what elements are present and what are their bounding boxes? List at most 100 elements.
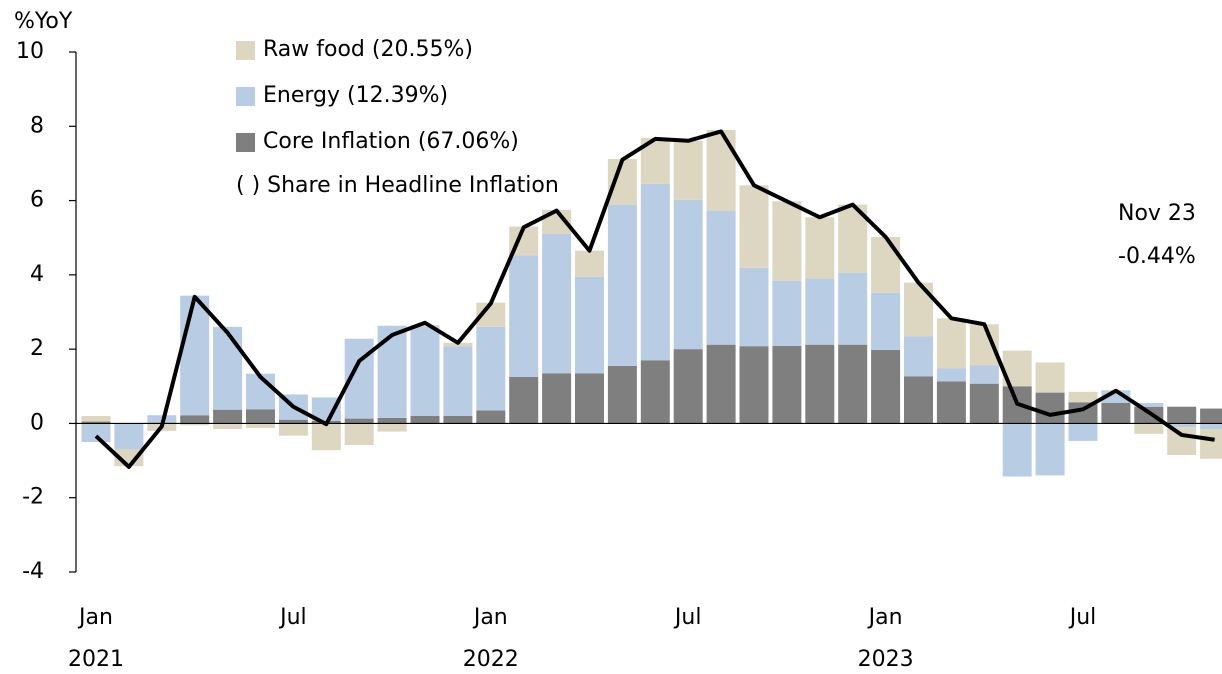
- y-tick-label: 10: [16, 39, 44, 64]
- bar: [969, 365, 999, 384]
- bar: [377, 417, 407, 424]
- y-tick-label: -2: [22, 485, 44, 510]
- y-tick-label: 0: [30, 410, 44, 435]
- legend-note: ( ) Share in Headline Inflation: [236, 173, 559, 198]
- bar: [81, 423, 111, 442]
- bar: [739, 267, 769, 347]
- bar: [246, 409, 275, 424]
- bar: [936, 318, 966, 369]
- x-tick-label: Jul: [673, 605, 702, 630]
- bar: [936, 368, 966, 382]
- x-tick-label: Jan: [472, 605, 508, 630]
- bar: [1035, 392, 1065, 424]
- bar: [640, 360, 670, 424]
- bar: [706, 210, 736, 345]
- bar: [542, 373, 572, 424]
- annotation: Nov 23: [1118, 201, 1196, 226]
- bar: [575, 250, 604, 277]
- bar: [278, 419, 308, 424]
- bar: [706, 344, 736, 424]
- bar: [1200, 429, 1222, 459]
- bar: [213, 409, 243, 424]
- bar: [278, 423, 308, 436]
- bar: [311, 423, 341, 451]
- bar: [542, 234, 572, 374]
- bar: [180, 415, 210, 424]
- legend-swatch: [236, 87, 255, 106]
- bar: [904, 336, 933, 377]
- legend-label: Core Inflation (67.06%): [263, 129, 519, 154]
- bar: [871, 236, 901, 293]
- bar: [1200, 423, 1222, 429]
- y-tick-label: 8: [30, 113, 44, 138]
- bar: [377, 325, 407, 418]
- bar: [1068, 391, 1098, 403]
- x-tick-label: Jul: [278, 605, 307, 630]
- y-tick-label: -4: [22, 559, 44, 584]
- bar: [81, 421, 111, 424]
- bar: [213, 326, 243, 410]
- bar: [114, 423, 144, 450]
- bar: [1134, 423, 1164, 434]
- bar: [772, 280, 802, 346]
- bar: [969, 383, 999, 424]
- bar: [805, 344, 835, 424]
- y-tick-label: 6: [30, 188, 44, 213]
- bar: [871, 349, 901, 424]
- bar: [443, 346, 473, 416]
- bar: [575, 276, 604, 374]
- bar: [180, 423, 210, 426]
- bar: [772, 201, 802, 281]
- bar: [575, 373, 604, 424]
- y-axis-label: %YoY: [14, 9, 73, 34]
- x-tick-label: Jan: [867, 605, 903, 630]
- bar: [936, 381, 966, 424]
- bar: [1167, 427, 1197, 455]
- x-group-label: 2022: [463, 647, 519, 672]
- bar: [607, 204, 637, 366]
- legend-label: Raw food (20.55%): [263, 37, 473, 62]
- legend-label: Energy (12.39%): [263, 83, 448, 108]
- bar: [1101, 403, 1131, 424]
- bar: [410, 326, 440, 416]
- bar: [509, 255, 539, 377]
- bar: [706, 130, 736, 211]
- bar: [443, 416, 473, 424]
- bar: [673, 199, 703, 350]
- bar: [246, 423, 275, 428]
- bar: [607, 365, 637, 424]
- bar: [805, 217, 835, 279]
- headline-line: [94, 129, 1215, 469]
- bar: [1068, 402, 1098, 424]
- x-group-label: 2023: [858, 647, 914, 672]
- bar: [805, 278, 835, 345]
- legend-swatch: [236, 41, 255, 60]
- bar: [673, 349, 703, 424]
- bar: [509, 377, 539, 424]
- bar: [1002, 423, 1032, 477]
- bar: [410, 416, 440, 424]
- bar: [410, 325, 440, 327]
- bar: [607, 158, 637, 205]
- x-group-label: 2021: [68, 647, 124, 672]
- bar: [1200, 408, 1222, 424]
- bar: [739, 185, 769, 268]
- bar: [871, 292, 901, 350]
- bar: [213, 423, 243, 429]
- bar: [838, 344, 868, 424]
- y-tick-label: 4: [30, 262, 44, 287]
- bar: [344, 418, 374, 424]
- bar: [739, 346, 769, 424]
- bar: [344, 423, 374, 445]
- bar: [1167, 423, 1197, 428]
- bar: [904, 376, 933, 424]
- annotation: -0.44%: [1118, 244, 1196, 269]
- x-tick-label: Jul: [1068, 605, 1097, 630]
- bar: [1035, 423, 1065, 476]
- x-tick-label: Jan: [77, 605, 113, 630]
- bar: [1134, 403, 1164, 407]
- bar: [476, 410, 506, 424]
- bar: [640, 183, 670, 361]
